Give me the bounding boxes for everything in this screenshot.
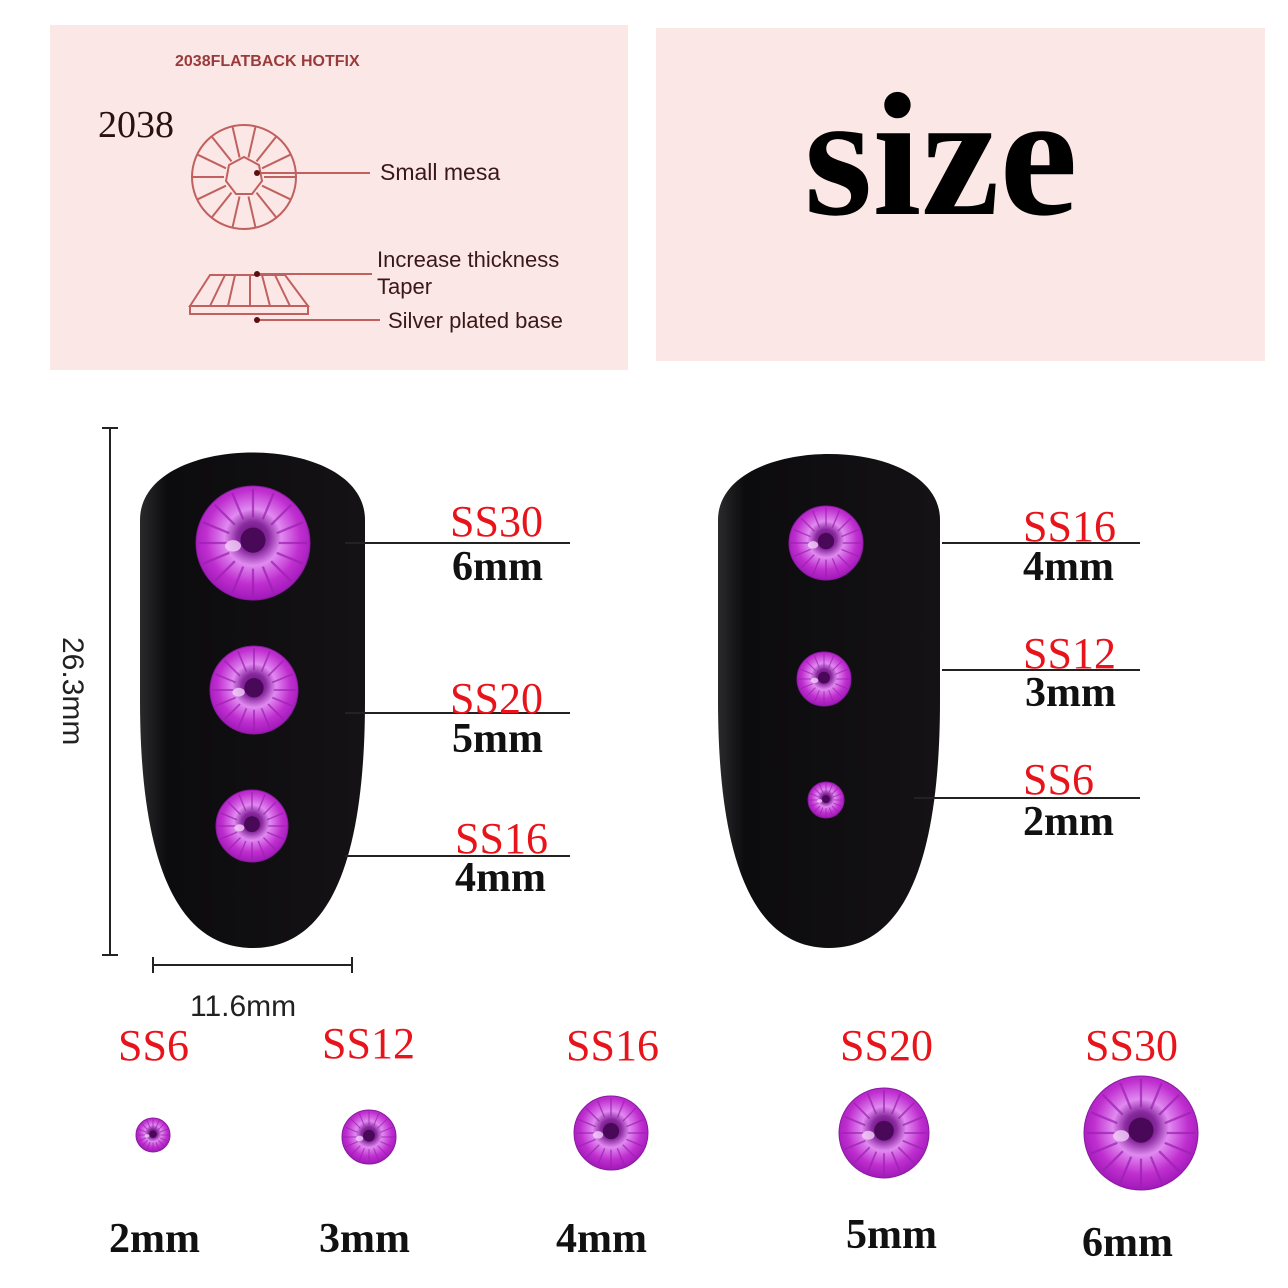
nail-width-label: 11.6mm [190, 990, 297, 1023]
diagram-heading: 2038FLATBACK HOTFIX [175, 53, 360, 70]
rhinestone-diagram [188, 124, 380, 323]
nail-height-label: 26.3mm [56, 637, 89, 746]
diagram-panel: 2038FLATBACK HOTFIX 2038 Small mesa Incr… [50, 25, 628, 370]
left-code-2: SS20 [450, 674, 543, 723]
label-small-mesa: Small mesa [380, 159, 501, 185]
left-size-2: 5mm [452, 716, 543, 762]
rhinestone-icon [573, 1095, 649, 1171]
rhinestone-icon [195, 485, 311, 601]
row-size-5: 6mm [1082, 1220, 1173, 1266]
rhinestone-icon [807, 781, 845, 819]
row-size-2: 3mm [319, 1216, 410, 1262]
leader-line [345, 855, 570, 857]
leader-line [914, 797, 1140, 799]
label-taper: Taper [377, 274, 433, 299]
leader-line [942, 669, 1140, 671]
left-size-1: 6mm [452, 544, 543, 590]
right-size-1: 4mm [1023, 544, 1114, 590]
left-size-3: 4mm [455, 855, 546, 901]
title-panel: size [656, 28, 1265, 361]
rhinestone-icon [215, 789, 289, 863]
leader-line [345, 542, 570, 544]
rhinestone-icon [788, 505, 864, 581]
row-code-1: SS6 [118, 1021, 189, 1070]
rhinestone-icon [1083, 1075, 1199, 1191]
row-size-4: 5mm [846, 1212, 937, 1258]
left-code-3: SS16 [455, 814, 548, 863]
right-code-2: SS12 [1023, 629, 1116, 678]
rhinestone-icon [838, 1087, 930, 1179]
row-size-3: 4mm [556, 1216, 647, 1262]
left-code-1: SS30 [450, 497, 543, 546]
row-code-4: SS20 [840, 1021, 933, 1070]
rhinestone-icon [209, 645, 299, 735]
rhinestone-icon [341, 1109, 397, 1165]
model-number: 2038 [98, 104, 174, 146]
row-code-3: SS16 [566, 1021, 659, 1070]
rhinestone-icon [796, 651, 852, 707]
row-code-5: SS30 [1085, 1021, 1178, 1070]
right-code-1: SS16 [1023, 502, 1116, 551]
rhinestone-icon [135, 1117, 171, 1153]
right-size-2: 3mm [1025, 670, 1116, 716]
leader-line [345, 712, 570, 714]
title: size [804, 58, 1078, 253]
row-code-2: SS12 [322, 1019, 415, 1068]
row-size-1: 2mm [109, 1216, 200, 1262]
right-code-3: SS6 [1023, 755, 1094, 804]
right-size-3: 2mm [1023, 799, 1114, 845]
label-increase-thickness: Increase thickness [377, 247, 560, 272]
leader-line [942, 542, 1140, 544]
label-silver-base: Silver plated base [388, 308, 563, 333]
